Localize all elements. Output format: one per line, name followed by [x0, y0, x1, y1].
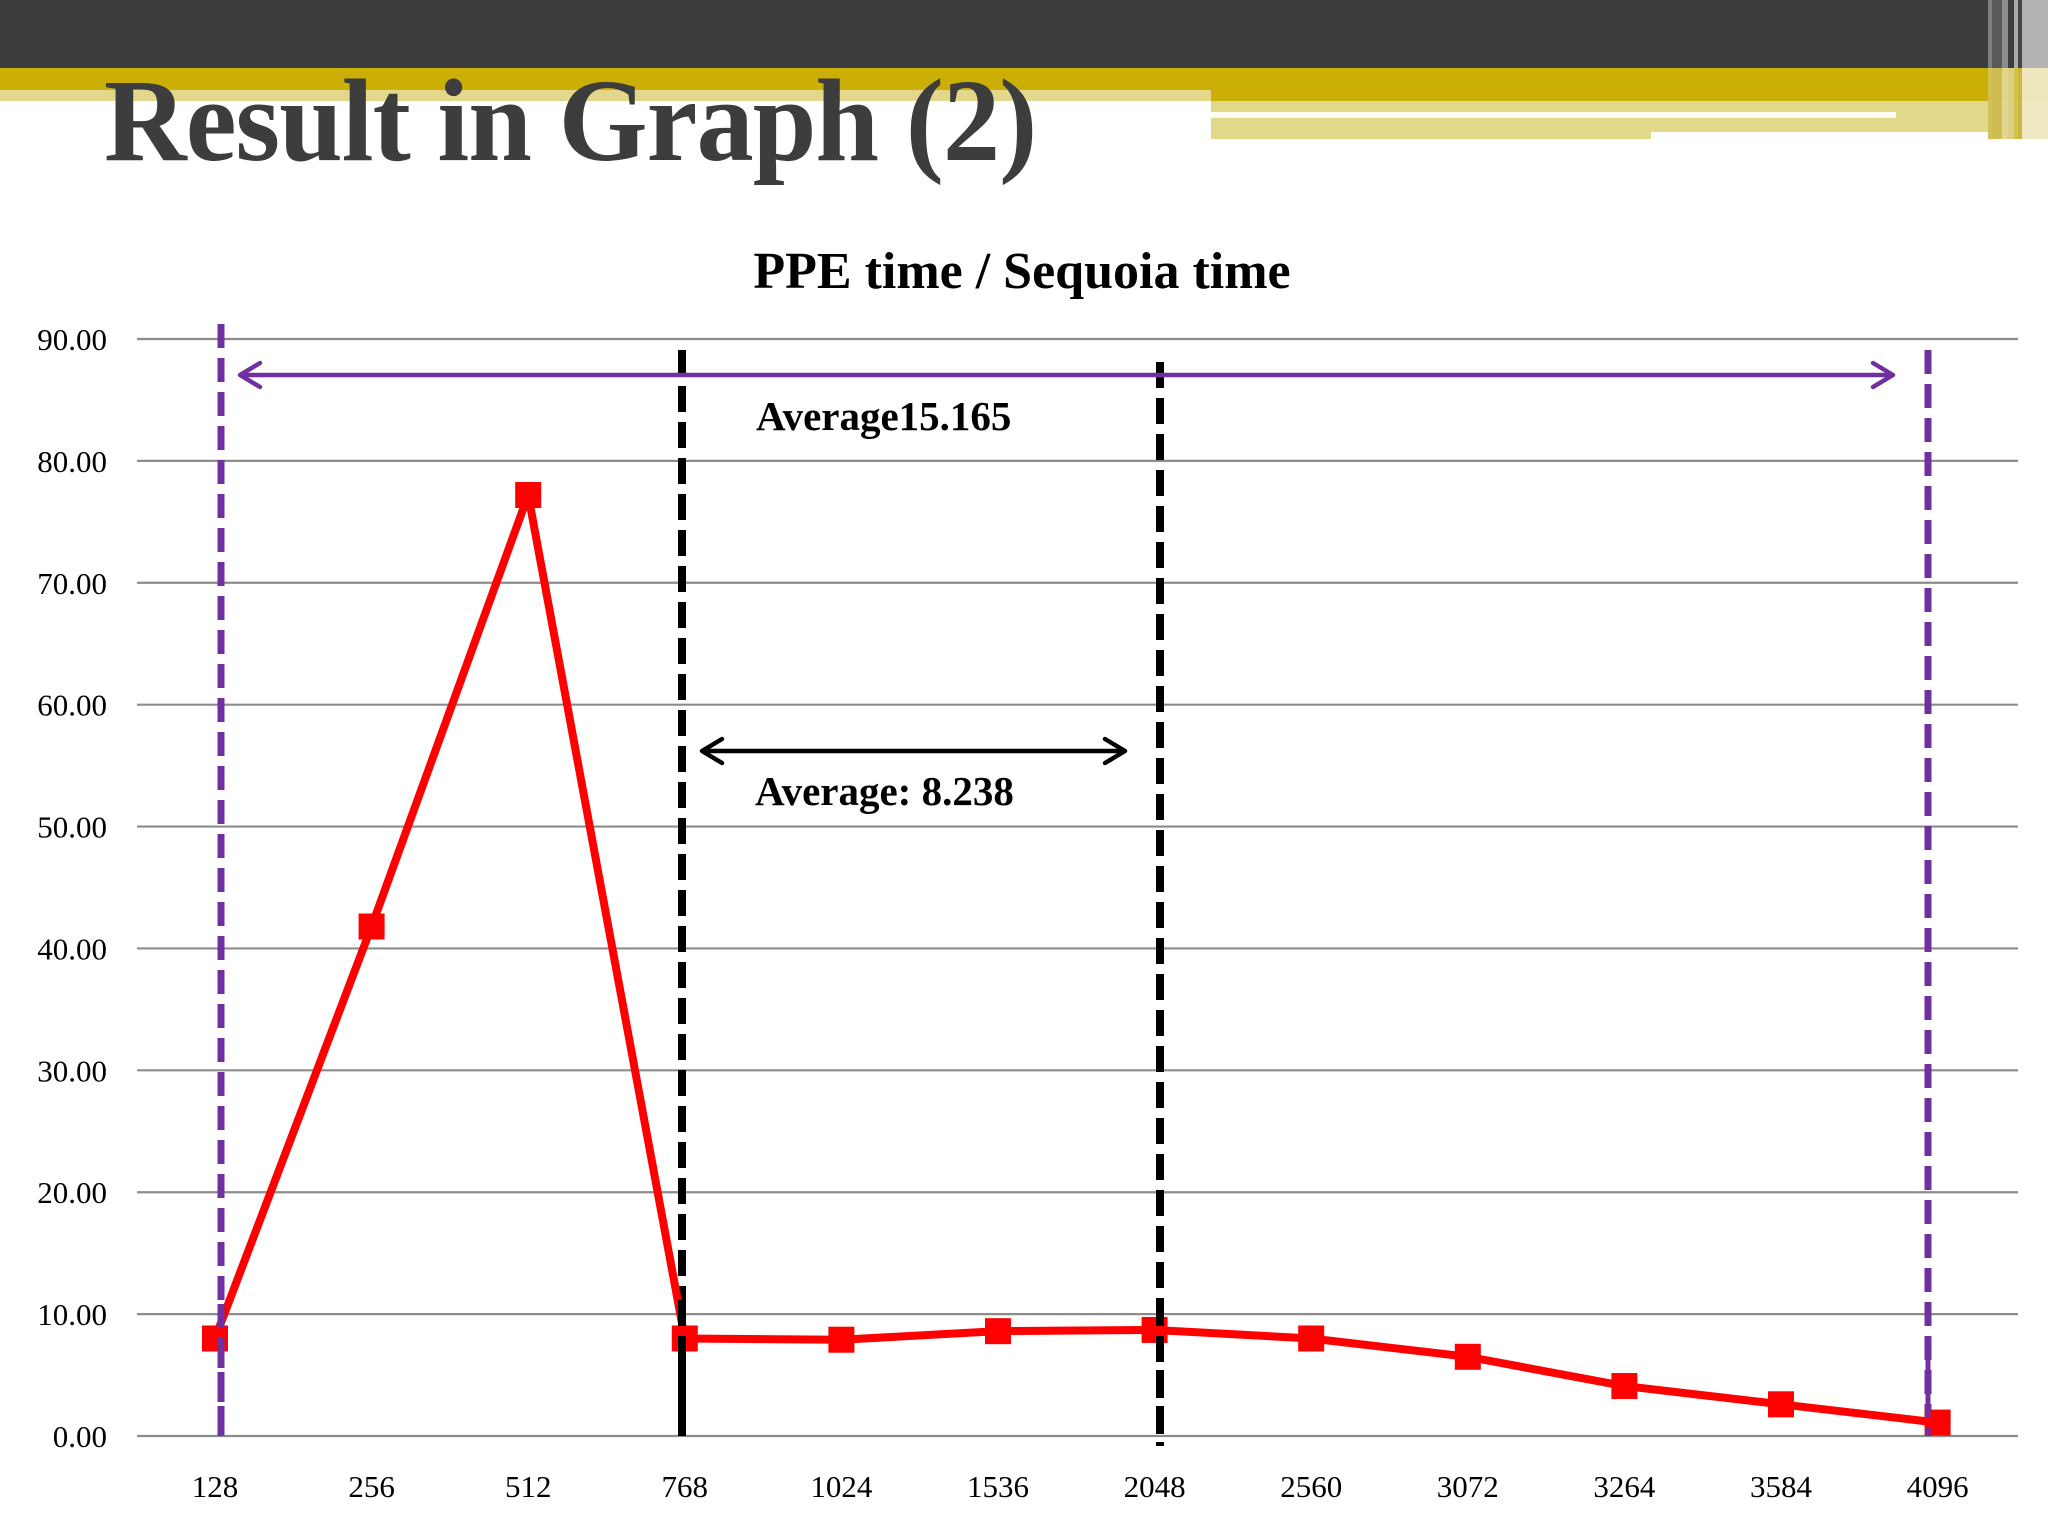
data-series	[202, 482, 1951, 1446]
range-average-label: Average: 8.238	[755, 768, 1014, 814]
y-tick-label: 0.00	[53, 1419, 107, 1454]
average-annotations: Average15.165 Average: 8.238	[237, 360, 1896, 814]
overall-average-arrow-left-head-icon	[237, 360, 263, 390]
data-point-marker	[1611, 1373, 1638, 1400]
y-tick-label: 50.00	[37, 810, 107, 845]
x-tick-label: 3072	[1437, 1469, 1499, 1504]
x-tick-label: 4096	[1907, 1469, 1969, 1504]
gridlines	[137, 337, 2018, 1438]
x-axis-ticks: 128 256 512 768 1024 1536 2048 2560 3072 3264 3584…	[192, 1469, 1969, 1504]
header-dark-band	[0, 0, 2048, 68]
range-average-arrow-left-head-icon	[699, 736, 725, 766]
x-tick-label: 512	[505, 1469, 552, 1504]
y-tick-label: 80.00	[37, 444, 107, 479]
header-white-stripe	[1211, 112, 1896, 118]
range-average-arrow-right-head-icon	[1102, 736, 1128, 766]
header-pale-band-left	[0, 90, 1211, 101]
data-point-marker	[1298, 1325, 1325, 1352]
x-tick-label: 1024	[810, 1469, 873, 1504]
y-tick-label: 90.00	[37, 322, 107, 357]
data-point-marker	[985, 1318, 1011, 1345]
data-point-marker	[358, 913, 385, 940]
data-point-marker	[1454, 1343, 1481, 1370]
y-tick-label: 10.00	[37, 1297, 107, 1332]
slide-title: Result in Graph (2)	[104, 55, 1037, 186]
x-tick-label: 2560	[1280, 1469, 1342, 1504]
y-tick-label: 30.00	[37, 1053, 107, 1088]
header-white-notch	[1651, 132, 1988, 140]
y-tick-label: 40.00	[37, 931, 107, 966]
x-tick-label: 3264	[1593, 1469, 1656, 1504]
x-tick-label: 256	[348, 1469, 395, 1504]
x-tick-label: 1536	[967, 1469, 1029, 1504]
data-point-marker	[1768, 1391, 1794, 1418]
y-tick-label: 20.00	[37, 1175, 107, 1210]
overall-average-arrow-right-head-icon	[1870, 360, 1896, 390]
range-bounds	[217, 324, 1932, 1446]
y-tick-label: 60.00	[37, 688, 107, 723]
header-edge-stripes-lower	[1988, 68, 2048, 139]
x-tick-label: 128	[192, 1469, 239, 1504]
x-tick-label: 768	[662, 1469, 709, 1504]
chart-title-text: PPE time / Sequoia time	[753, 243, 1291, 300]
overall-average-label: Average15.165	[756, 393, 1011, 439]
x-tick-label: 2048	[1124, 1469, 1186, 1504]
data-point-marker	[828, 1326, 855, 1353]
x-tick-label: 3584	[1750, 1469, 1813, 1504]
data-point-marker	[515, 482, 542, 509]
y-axis-ticks: 0.00 10.00 20.00 30.00 40.00 50.00 60.00 70.00 8…	[37, 322, 107, 1454]
series-line	[211, 491, 1939, 1427]
chart-title: PPE time / Sequoia time	[0, 242, 2048, 301]
y-tick-label: 70.00	[37, 566, 107, 601]
